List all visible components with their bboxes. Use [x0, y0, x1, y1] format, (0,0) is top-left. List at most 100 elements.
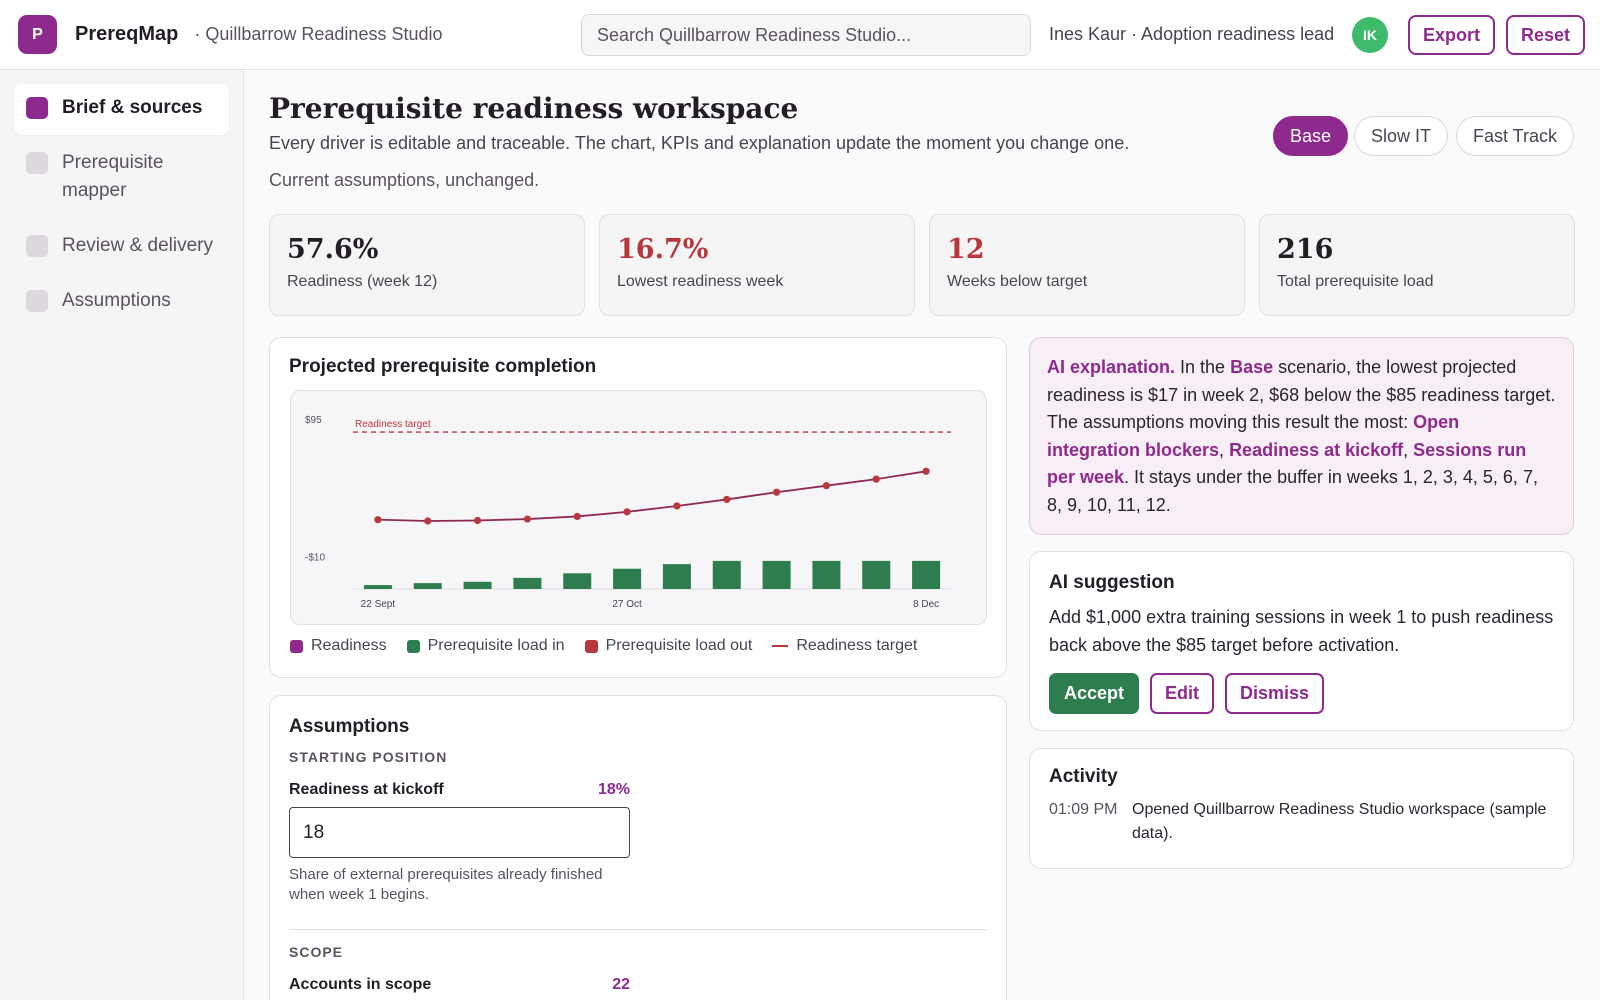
readiness-point-week-4	[523, 515, 532, 523]
scenario-base-button[interactable]: Base	[1273, 116, 1349, 156]
bar-load-in-week-4	[513, 577, 542, 589]
divider	[289, 929, 987, 930]
field-value: 18%	[597, 781, 630, 798]
kpi-readiness-week-12: 57.6% Readiness (week 12)	[269, 214, 585, 316]
bar-load-in-week-8	[712, 560, 741, 589]
edit-button[interactable]: Edit	[1150, 673, 1215, 714]
search-input[interactable]	[581, 14, 1031, 56]
chart-card: Projected prerequisite completion $95 -$1…	[269, 337, 1007, 678]
bar-load-in-week-9	[762, 560, 791, 589]
sidebar-item-review-delivery[interactable]: Review & delivery	[14, 222, 229, 273]
legend-swatch	[406, 639, 420, 653]
ai-text: In the	[1175, 357, 1231, 377]
readiness-point-week-2	[424, 517, 432, 525]
suggestion-text: Add $1,000 extra training sessions in we…	[1049, 607, 1554, 655]
bar-load-in-week-5	[563, 573, 592, 589]
scenario-slow-it-button[interactable]: Slow IT	[1354, 116, 1449, 156]
driver-link[interactable]: Sessions run per week	[1047, 439, 1527, 488]
sidebar-item-prerequisite-mapper[interactable]: Prerequisite mapper	[14, 139, 229, 218]
ai-explanation-lead: AI explanation.	[1047, 357, 1176, 377]
bar-load-in-week-7	[662, 564, 691, 589]
legend-swatch	[584, 639, 598, 653]
bar-load-in-week-11	[862, 560, 891, 589]
user-name: Ines Kaur · Adoption readiness lead	[1049, 24, 1335, 44]
readiness-point-week-7	[673, 502, 681, 510]
field-label: Accounts in scope	[289, 976, 432, 993]
sidebar-item-label: Prerequisite mapper	[62, 152, 164, 201]
legend-label: Readiness	[311, 637, 387, 654]
legend-item-target: Readiness target	[772, 637, 917, 655]
kpi-label: Lowest readiness week	[617, 273, 784, 290]
x-tick-label: 8 Dec	[913, 599, 939, 610]
app-logo: P	[18, 15, 57, 54]
x-tick-label: 22 Sept	[361, 599, 396, 610]
avatar[interactable]: IK	[1352, 17, 1388, 53]
readiness-point-week-6	[623, 508, 631, 516]
completion-chart: $95 -$10 Readiness target 22 Sept 27 Oct 8 De…	[305, 415, 951, 610]
readiness-point-week-11	[872, 475, 880, 483]
prerequisite-mapper-icon	[26, 152, 48, 174]
kpi-label: Readiness (week 12)	[287, 273, 438, 290]
activity-title: Activity	[1049, 766, 1118, 787]
section-scope: SCOPE	[289, 944, 344, 960]
chart-title: Projected prerequisite completion	[289, 356, 597, 377]
assumptions-icon	[26, 290, 48, 312]
ai-text: ,	[1219, 439, 1230, 460]
section-starting-position: STARTING POSITION	[289, 749, 448, 765]
kpi-total-prerequisite-load: 216 Total prerequisite load	[1259, 214, 1575, 316]
legend-item-readiness: Readiness	[290, 637, 387, 655]
activity-text: Opened Quillbarrow Readiness Studio work…	[1132, 801, 1547, 842]
readiness-point-week-9	[772, 488, 781, 496]
legend-item-load-in: Prerequisite load in	[406, 637, 565, 655]
activity-card: Activity 01:09 PM Opened Quillbarrow Rea…	[1029, 748, 1574, 869]
kpi-lowest-readiness-week: 16.7% Lowest readiness week	[599, 214, 915, 316]
scenario-fast-track-button[interactable]: Fast Track	[1456, 116, 1575, 156]
scenario-ref: Base	[1230, 357, 1274, 377]
bar-load-in-week-10	[812, 560, 841, 589]
readiness-point-week-8	[723, 495, 731, 504]
ai-text: . It stays under the buffer in weeks 1, …	[1047, 467, 1538, 515]
suggestion-title: AI suggestion	[1049, 572, 1175, 593]
ai-text: ,	[1403, 439, 1414, 460]
readiness-point-week-3	[473, 516, 482, 525]
assumptions-status: Current assumptions, unchanged.	[269, 170, 540, 190]
activity-time: 01:09 PM	[1049, 801, 1118, 818]
accept-button[interactable]: Accept	[1049, 673, 1140, 714]
bar-load-in-week-6	[613, 568, 642, 589]
legend-line	[772, 645, 789, 647]
kpi-value: 16.7%	[617, 234, 709, 265]
export-button[interactable]: Export	[1408, 15, 1496, 55]
driver-link[interactable]: Open integration blockers	[1047, 412, 1460, 460]
driver-link[interactable]: Readiness at kickoff	[1229, 439, 1404, 460]
assumptions-title: Assumptions	[289, 716, 410, 737]
bar-load-in-week-2	[413, 583, 442, 589]
sidebar-item-label: Review & delivery	[62, 235, 213, 256]
kpi-label: Weeks below target	[947, 273, 1088, 290]
ai-text: scenario, the lowest projected readiness…	[1047, 357, 1556, 432]
field-value: 22	[612, 976, 630, 993]
suggestion-actions: Accept Edit Dismiss	[1049, 673, 1554, 714]
kpi-value: 216	[1277, 234, 1334, 265]
workspace-name: · Quillbarrow Readiness Studio	[194, 24, 443, 44]
brief-sources-icon	[26, 97, 48, 119]
kpi-value: 57.6%	[287, 234, 379, 265]
readiness-kickoff-input[interactable]	[289, 807, 630, 858]
kickoff-field-header: Readiness at kickoff 18%	[289, 781, 630, 799]
activity-item: 01:09 PM Opened Quillbarrow Readiness St…	[1049, 798, 1554, 846]
readiness-line	[377, 470, 927, 522]
sidebar: Brief & sources Prerequisite mapper Revi…	[0, 70, 244, 1000]
y-tick-label: $95	[305, 415, 322, 426]
field-label: Readiness at kickoff	[289, 781, 444, 798]
reset-button[interactable]: Reset	[1506, 15, 1586, 55]
chart-legend: Readiness Prerequisite load in Prerequis…	[290, 637, 937, 655]
target-label: Readiness target	[355, 419, 431, 430]
kpi-weeks-below-target: 12 Weeks below target	[929, 214, 1245, 316]
dismiss-button[interactable]: Dismiss	[1225, 673, 1325, 714]
sidebar-item-assumptions[interactable]: Assumptions	[14, 277, 229, 328]
assumptions-card: Assumptions STARTING POSITION Readiness …	[269, 695, 1007, 1000]
legend-label: Prerequisite load in	[427, 637, 565, 654]
y-tick-label: -$10	[305, 552, 325, 563]
sidebar-item-brief-sources[interactable]: Brief & sources	[14, 84, 229, 135]
readiness-point-week-12	[922, 467, 930, 475]
ai-explanation-card: AI explanation. In the Base scenario, th…	[1029, 337, 1574, 535]
